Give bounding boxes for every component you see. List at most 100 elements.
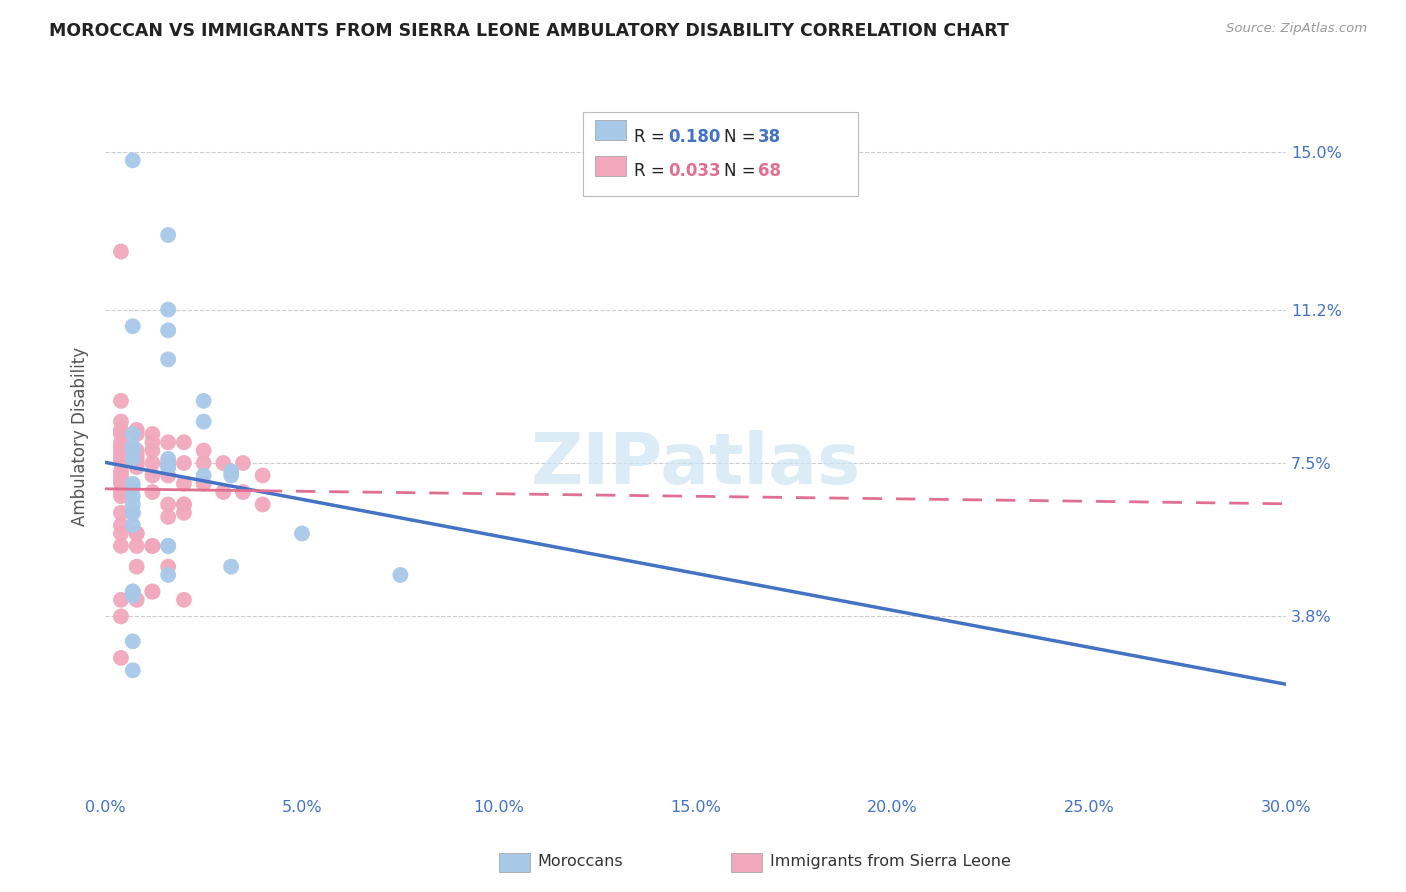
Point: [110, 468, 132, 483]
Point: [110, 393, 132, 408]
Point: [141, 468, 163, 483]
Text: 0.033: 0.033: [668, 162, 720, 180]
Point: [121, 518, 143, 533]
Point: [141, 443, 163, 458]
Point: [110, 539, 132, 553]
Point: [141, 539, 163, 553]
Point: [121, 634, 143, 648]
Point: [193, 456, 215, 470]
Point: [173, 506, 195, 520]
Point: [157, 352, 180, 367]
Point: [252, 468, 274, 483]
Point: [141, 584, 163, 599]
Point: [157, 568, 180, 582]
Point: [232, 456, 254, 470]
Point: [157, 302, 180, 317]
Y-axis label: Ambulatory Disability: Ambulatory Disability: [72, 346, 89, 525]
Point: [141, 435, 163, 450]
Point: [121, 584, 143, 599]
Point: [125, 443, 148, 458]
Point: [121, 589, 143, 603]
Text: Immigrants from Sierra Leone: Immigrants from Sierra Leone: [770, 855, 1011, 869]
Point: [219, 559, 242, 574]
Point: [125, 456, 148, 470]
Point: [110, 427, 132, 442]
Point: [193, 393, 215, 408]
Point: [141, 485, 163, 500]
Point: [121, 663, 143, 677]
Text: R =: R =: [634, 162, 671, 180]
Text: Source: ZipAtlas.com: Source: ZipAtlas.com: [1226, 22, 1367, 36]
Point: [121, 506, 143, 520]
Point: [121, 319, 143, 334]
Point: [125, 526, 148, 541]
Text: 68: 68: [758, 162, 780, 180]
Point: [110, 244, 132, 259]
Point: [121, 427, 143, 442]
Point: [110, 489, 132, 503]
Point: [157, 435, 180, 450]
Point: [110, 456, 132, 470]
Point: [157, 510, 180, 524]
Point: [125, 423, 148, 437]
Point: [157, 468, 180, 483]
Point: [141, 456, 163, 470]
Point: [141, 539, 163, 553]
Text: Moroccans: Moroccans: [537, 855, 623, 869]
Point: [121, 498, 143, 512]
Point: [193, 443, 215, 458]
Point: [121, 153, 143, 168]
Point: [110, 518, 132, 533]
Point: [193, 468, 215, 483]
Point: [219, 468, 242, 483]
Point: [110, 451, 132, 466]
Text: 0.180: 0.180: [668, 128, 720, 145]
Point: [212, 485, 235, 500]
Point: [121, 443, 143, 458]
Point: [110, 435, 132, 450]
Point: [173, 592, 195, 607]
Text: N =: N =: [724, 162, 761, 180]
Point: [125, 460, 148, 475]
Point: [110, 526, 132, 541]
Point: [125, 526, 148, 541]
Point: [110, 651, 132, 665]
Point: [193, 476, 215, 491]
Point: [157, 539, 180, 553]
Point: [157, 498, 180, 512]
Point: [141, 427, 163, 442]
Point: [157, 460, 180, 475]
Point: [110, 439, 132, 453]
Text: R =: R =: [634, 128, 671, 145]
Point: [125, 592, 148, 607]
Point: [121, 451, 143, 466]
Point: [157, 323, 180, 337]
Point: [157, 559, 180, 574]
Point: [291, 526, 314, 541]
Point: [157, 456, 180, 470]
Point: [110, 476, 132, 491]
Point: [212, 456, 235, 470]
Point: [157, 227, 180, 242]
Point: [110, 506, 132, 520]
Point: [157, 460, 180, 475]
Point: [121, 481, 143, 495]
Point: [173, 476, 195, 491]
Point: [157, 456, 180, 470]
Point: [121, 443, 143, 458]
Point: [125, 451, 148, 466]
Point: [252, 498, 274, 512]
Point: [157, 539, 180, 553]
Point: [125, 559, 148, 574]
Point: [193, 415, 215, 429]
Point: [173, 498, 195, 512]
Point: [232, 485, 254, 500]
Point: [110, 448, 132, 462]
Point: [141, 584, 163, 599]
Point: [110, 443, 132, 458]
Point: [121, 476, 143, 491]
Point: [125, 427, 148, 442]
Text: MOROCCAN VS IMMIGRANTS FROM SIERRA LEONE AMBULATORY DISABILITY CORRELATION CHART: MOROCCAN VS IMMIGRANTS FROM SIERRA LEONE…: [49, 22, 1010, 40]
Point: [121, 439, 143, 453]
Point: [110, 609, 132, 624]
